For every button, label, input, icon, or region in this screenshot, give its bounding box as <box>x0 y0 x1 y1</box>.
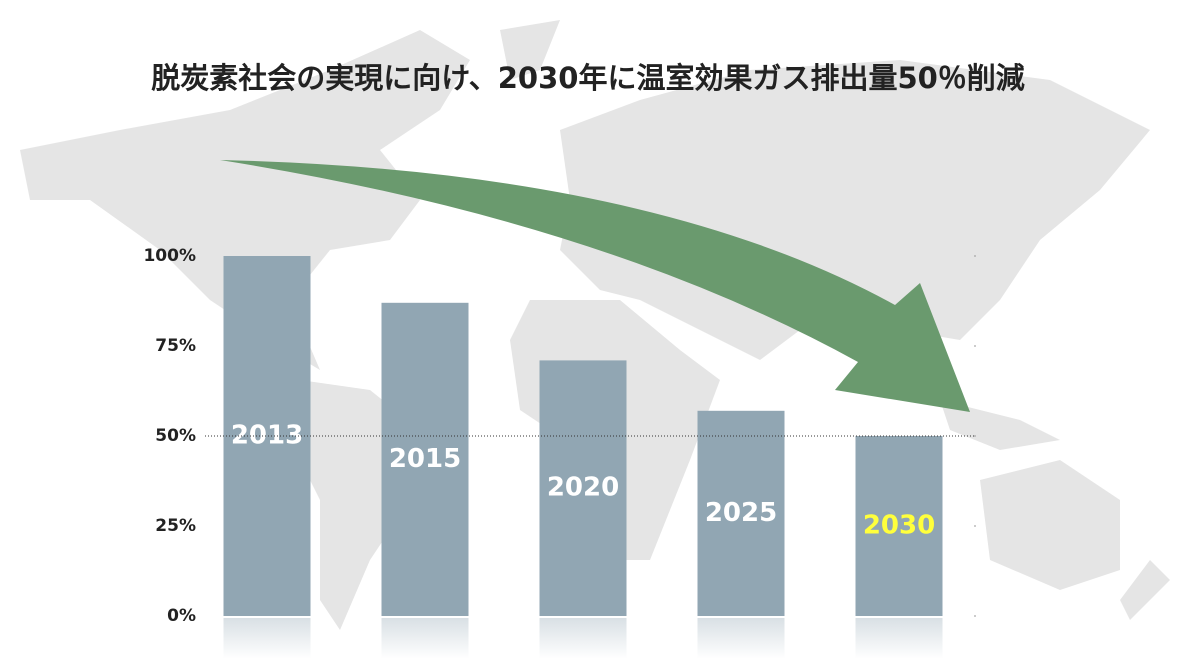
bar <box>855 436 943 616</box>
bar <box>539 360 627 616</box>
bar-reflection <box>223 618 311 659</box>
bar-reflection <box>855 618 943 659</box>
bar-label: 2025 <box>705 498 777 528</box>
y-tick-label: 75% <box>155 336 196 356</box>
chart-title: 脱炭素社会の実現に向け、2030年に温室効果ガス排出量50％削減 <box>151 61 1025 95</box>
bar-label: 2015 <box>389 444 461 474</box>
reduction-arrow <box>220 160 970 412</box>
bar <box>697 410 785 616</box>
bar-label: 2030 <box>863 511 935 541</box>
bar-label: 2020 <box>547 473 619 503</box>
bar <box>381 302 469 616</box>
bar-label: 2013 <box>231 421 303 451</box>
y-tick-label: 50% <box>155 426 196 446</box>
y-tick-label: 0% <box>167 606 196 626</box>
bar-reflection <box>381 618 469 659</box>
y-tick-label: 100% <box>143 246 196 266</box>
bar-reflection <box>539 618 627 659</box>
y-tick-label: 25% <box>155 516 196 536</box>
bar-reflection <box>697 618 785 659</box>
